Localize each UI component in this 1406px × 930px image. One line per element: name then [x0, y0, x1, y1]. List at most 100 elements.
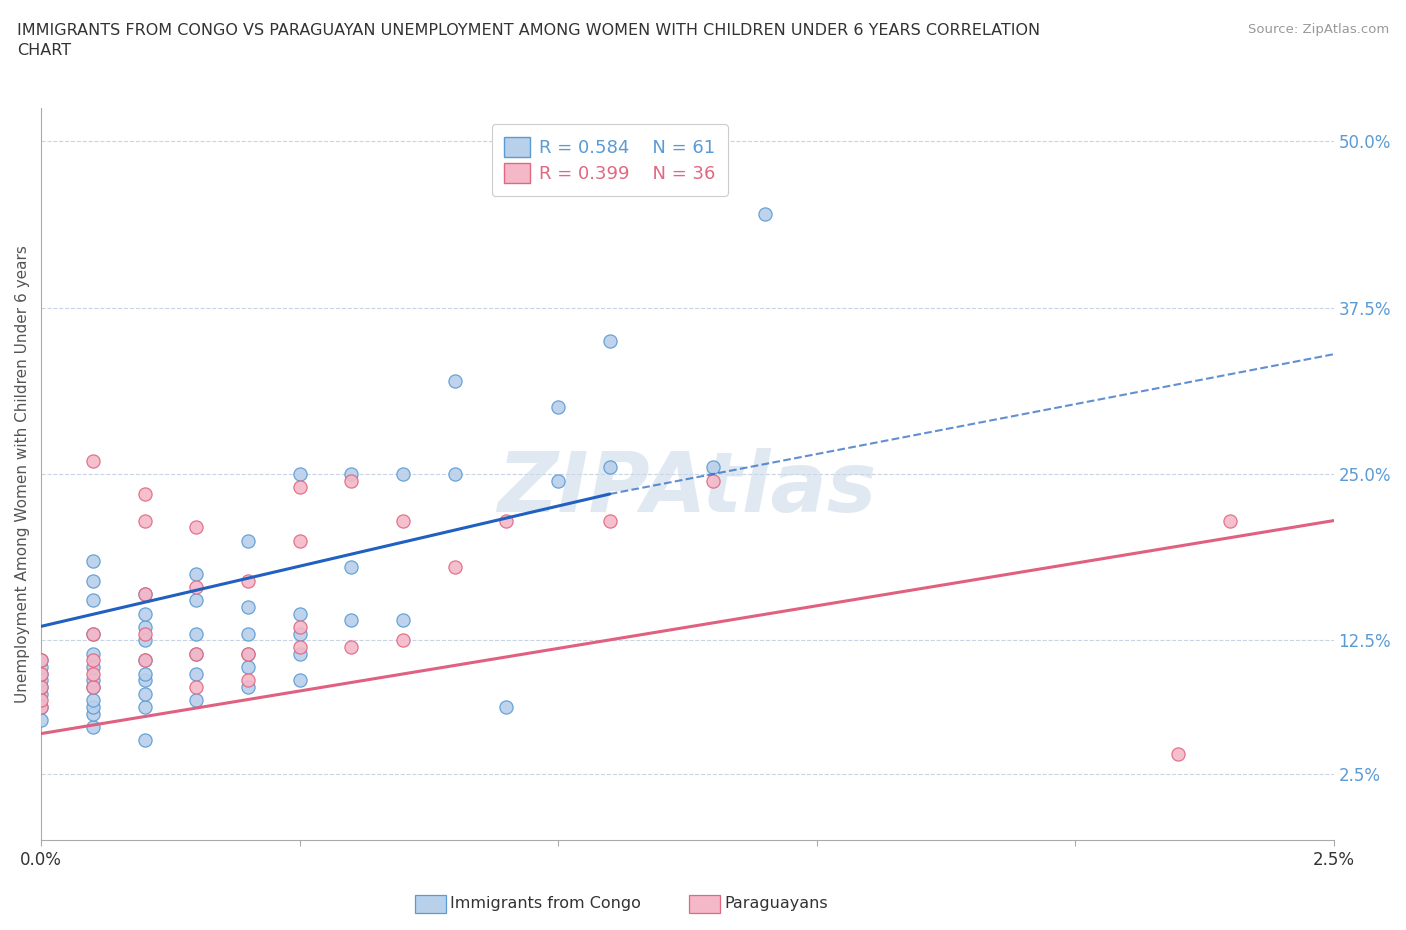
Point: [82, 573, 104, 588]
Point: [340, 640, 363, 655]
Point: [288, 640, 311, 655]
Point: [599, 513, 621, 528]
Text: Paraguayans: Paraguayans: [724, 897, 828, 911]
Text: Source: ZipAtlas.com: Source: ZipAtlas.com: [1249, 23, 1389, 36]
Legend: R = 0.584    N = 61, R = 0.399    N = 36: R = 0.584 N = 61, R = 0.399 N = 36: [492, 125, 728, 195]
Point: [495, 699, 517, 714]
Point: [288, 619, 311, 634]
Point: [82, 626, 104, 641]
Point: [134, 686, 156, 701]
Point: [186, 666, 208, 681]
Point: [30, 680, 52, 695]
Point: [186, 566, 208, 581]
Point: [288, 646, 311, 661]
Point: [236, 646, 259, 661]
Point: [340, 467, 363, 482]
Point: [702, 473, 724, 488]
Point: [236, 533, 259, 548]
Point: [288, 480, 311, 495]
Point: [82, 680, 104, 695]
Point: [30, 686, 52, 701]
Point: [30, 659, 52, 674]
Text: ZIPAtlas: ZIPAtlas: [498, 448, 877, 529]
Point: [82, 673, 104, 688]
Point: [82, 720, 104, 735]
Point: [82, 646, 104, 661]
Point: [30, 713, 52, 728]
Point: [754, 207, 776, 222]
Point: [236, 573, 259, 588]
Point: [443, 560, 465, 575]
Point: [236, 626, 259, 641]
Point: [186, 646, 208, 661]
Point: [134, 673, 156, 688]
Point: [443, 374, 465, 389]
Point: [236, 646, 259, 661]
Point: [599, 334, 621, 349]
Point: [236, 600, 259, 615]
Point: [82, 666, 104, 681]
Point: [134, 699, 156, 714]
Point: [82, 653, 104, 668]
Point: [134, 733, 156, 748]
Point: [288, 467, 311, 482]
Point: [186, 693, 208, 708]
Point: [702, 460, 724, 475]
Point: [134, 666, 156, 681]
Point: [495, 513, 517, 528]
Point: [1167, 746, 1189, 761]
Point: [340, 473, 363, 488]
Point: [82, 553, 104, 568]
Point: [186, 579, 208, 594]
Point: [1219, 513, 1241, 528]
Point: [288, 606, 311, 621]
Point: [30, 693, 52, 708]
Point: [186, 680, 208, 695]
Point: [340, 613, 363, 628]
Point: [82, 680, 104, 695]
Y-axis label: Unemployment Among Women with Children Under 6 years: Unemployment Among Women with Children U…: [15, 246, 30, 703]
Text: Immigrants from Congo: Immigrants from Congo: [450, 897, 641, 911]
Point: [392, 613, 415, 628]
Point: [599, 460, 621, 475]
Point: [30, 699, 52, 714]
Point: [134, 653, 156, 668]
Point: [134, 486, 156, 501]
Point: [82, 659, 104, 674]
Point: [288, 673, 311, 688]
Point: [392, 467, 415, 482]
Point: [30, 699, 52, 714]
Point: [30, 666, 52, 681]
Point: [30, 653, 52, 668]
Point: [134, 587, 156, 602]
Point: [288, 626, 311, 641]
Point: [134, 653, 156, 668]
Point: [186, 593, 208, 608]
Point: [134, 626, 156, 641]
Point: [82, 626, 104, 641]
Point: [82, 593, 104, 608]
Point: [30, 673, 52, 688]
Point: [82, 693, 104, 708]
Point: [82, 706, 104, 721]
Point: [186, 520, 208, 535]
Point: [392, 513, 415, 528]
Point: [547, 473, 569, 488]
Point: [547, 400, 569, 415]
Point: [236, 673, 259, 688]
Point: [443, 467, 465, 482]
Point: [288, 533, 311, 548]
Point: [134, 633, 156, 648]
Point: [82, 453, 104, 468]
Point: [134, 587, 156, 602]
Point: [392, 633, 415, 648]
Point: [134, 513, 156, 528]
Point: [186, 646, 208, 661]
Point: [236, 659, 259, 674]
Point: [134, 619, 156, 634]
Point: [134, 606, 156, 621]
Point: [236, 680, 259, 695]
Text: IMMIGRANTS FROM CONGO VS PARAGUAYAN UNEMPLOYMENT AMONG WOMEN WITH CHILDREN UNDER: IMMIGRANTS FROM CONGO VS PARAGUAYAN UNEM…: [17, 23, 1040, 58]
Point: [186, 626, 208, 641]
Point: [340, 560, 363, 575]
